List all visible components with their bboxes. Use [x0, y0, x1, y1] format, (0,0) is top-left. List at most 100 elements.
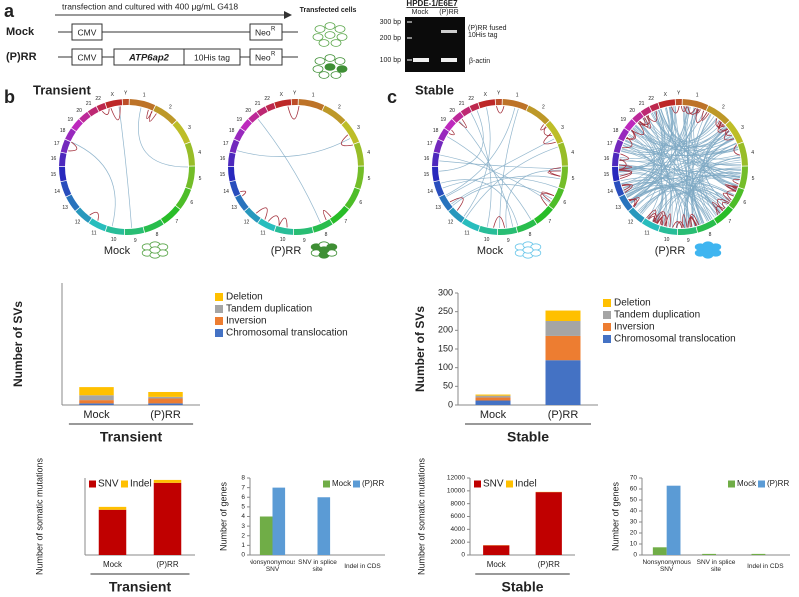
sv-link-intra	[148, 111, 157, 122]
gel-title: HPDE-1/E6E7	[406, 0, 458, 8]
y-tick-label: 4	[241, 513, 245, 520]
sv-link	[622, 181, 664, 224]
sv-link	[625, 175, 740, 196]
chromosome-label: 16	[604, 156, 610, 162]
chromosome-label: 9	[687, 238, 690, 244]
y-axis-label-box: Number of SVs	[11, 301, 25, 387]
legend-label: Inversion	[226, 316, 267, 327]
sv-link	[662, 189, 728, 226]
chromosome-label: 2	[169, 104, 172, 110]
sv-link-intra	[146, 109, 153, 120]
cell-icon	[149, 246, 161, 254]
sv-link	[641, 156, 741, 215]
chromosome-label: 21	[255, 101, 261, 107]
y-tick-label: 70	[630, 475, 638, 482]
transfected-label: Transfected cells	[299, 7, 357, 15]
gel-marker: 300 bp	[380, 19, 402, 26]
chromosome-arc	[452, 111, 464, 123]
sv-link-intra	[733, 144, 740, 156]
bar	[317, 497, 331, 555]
sv-link	[686, 108, 698, 228]
x-axis-label: Transient	[109, 579, 172, 595]
sv-link-intra	[621, 183, 633, 193]
sv-link-intra	[110, 106, 121, 121]
x-tick-label: SNV in splice site	[696, 559, 736, 573]
arrow-head	[284, 11, 292, 19]
y-tick-label: 4000	[451, 526, 466, 533]
chromosome-label: 15	[424, 172, 430, 178]
x-tick-label-box: Indel in CDS	[344, 563, 381, 570]
sv-link-intra	[652, 211, 666, 227]
legend-swatch	[215, 293, 223, 301]
y-tick-label: 150	[438, 343, 453, 353]
x-tick-label-box: Indel in CDS	[747, 563, 784, 570]
chromosome-label: 14	[223, 189, 229, 195]
chromosome-label: 18	[229, 128, 235, 134]
chromosome-arc	[502, 99, 529, 111]
y-axis-label-box: Number of genes	[610, 482, 620, 551]
y-axis-label-box: Number of SVs	[413, 306, 427, 392]
chromosome-arc	[88, 218, 107, 232]
sv-link	[257, 118, 321, 224]
chromosome-arc	[96, 102, 107, 112]
sv-link	[628, 106, 691, 201]
cmv-label-rect	[71, 23, 103, 41]
bar	[702, 553, 716, 555]
chromosome-arc	[105, 225, 125, 235]
chromosome-label: 3	[188, 125, 191, 131]
chromosome-arc	[235, 194, 249, 211]
cell-icon	[318, 246, 330, 254]
sv-link	[118, 106, 132, 228]
sv-link	[658, 109, 733, 148]
legend-label: Chromosomal translocation	[226, 328, 348, 339]
sv-link-intra	[458, 118, 467, 128]
chromosome-label: 18	[613, 128, 619, 134]
y-tick-label: 200	[438, 325, 453, 335]
chromosome-label: 22	[264, 96, 270, 102]
x-tick-label: (P)RR	[156, 560, 178, 569]
bar-segment	[483, 545, 510, 555]
chromosome-label: 7	[344, 219, 347, 225]
chromosome-label: 9	[303, 238, 306, 244]
chromosome-arc	[274, 225, 294, 235]
panel-title: Stable	[415, 82, 454, 97]
y-tick-label: 50	[443, 381, 453, 391]
chromosome-label: 16	[220, 156, 226, 162]
chromosome-arc	[460, 106, 472, 117]
chromosome-arc	[229, 139, 240, 154]
chromosome-arc	[548, 187, 565, 210]
legend-label: (P)RR	[767, 479, 789, 488]
chromosome-arc	[59, 166, 67, 182]
legend-label: Mock	[332, 479, 352, 488]
y-tick-label: 1	[241, 542, 245, 549]
chromosome-label: 14	[54, 189, 60, 195]
chromosome-arc	[728, 187, 745, 210]
chromosome-label: 16	[51, 156, 57, 162]
gel-marker: 200 bp	[380, 35, 402, 42]
y-tick-label: 6000	[451, 513, 466, 520]
sv-link	[683, 106, 738, 153]
chromosome-label: 8	[709, 232, 712, 238]
bar	[652, 547, 667, 555]
bar	[272, 487, 286, 555]
legend-swatch	[89, 480, 96, 488]
sv-link-intra	[647, 213, 657, 223]
x-tick-label: Mock	[103, 560, 123, 569]
gel-band	[441, 58, 457, 62]
panel-label: b	[4, 87, 15, 107]
chromosome-arc	[516, 219, 537, 233]
cell-icon	[324, 54, 336, 62]
sv-link	[499, 108, 519, 229]
chromosome-arc	[558, 166, 568, 189]
legend-swatch	[474, 480, 481, 488]
bar-segment	[475, 395, 511, 398]
chromosome-label: 13	[231, 205, 237, 211]
chromosome-arc	[611, 166, 620, 182]
chromosome-label: 20	[629, 108, 635, 114]
legend-swatch	[215, 317, 223, 325]
sv-link-intra	[629, 197, 640, 207]
chromosome-arc	[613, 180, 625, 197]
neo-label: Neo	[255, 27, 271, 37]
sv-link	[665, 106, 676, 227]
